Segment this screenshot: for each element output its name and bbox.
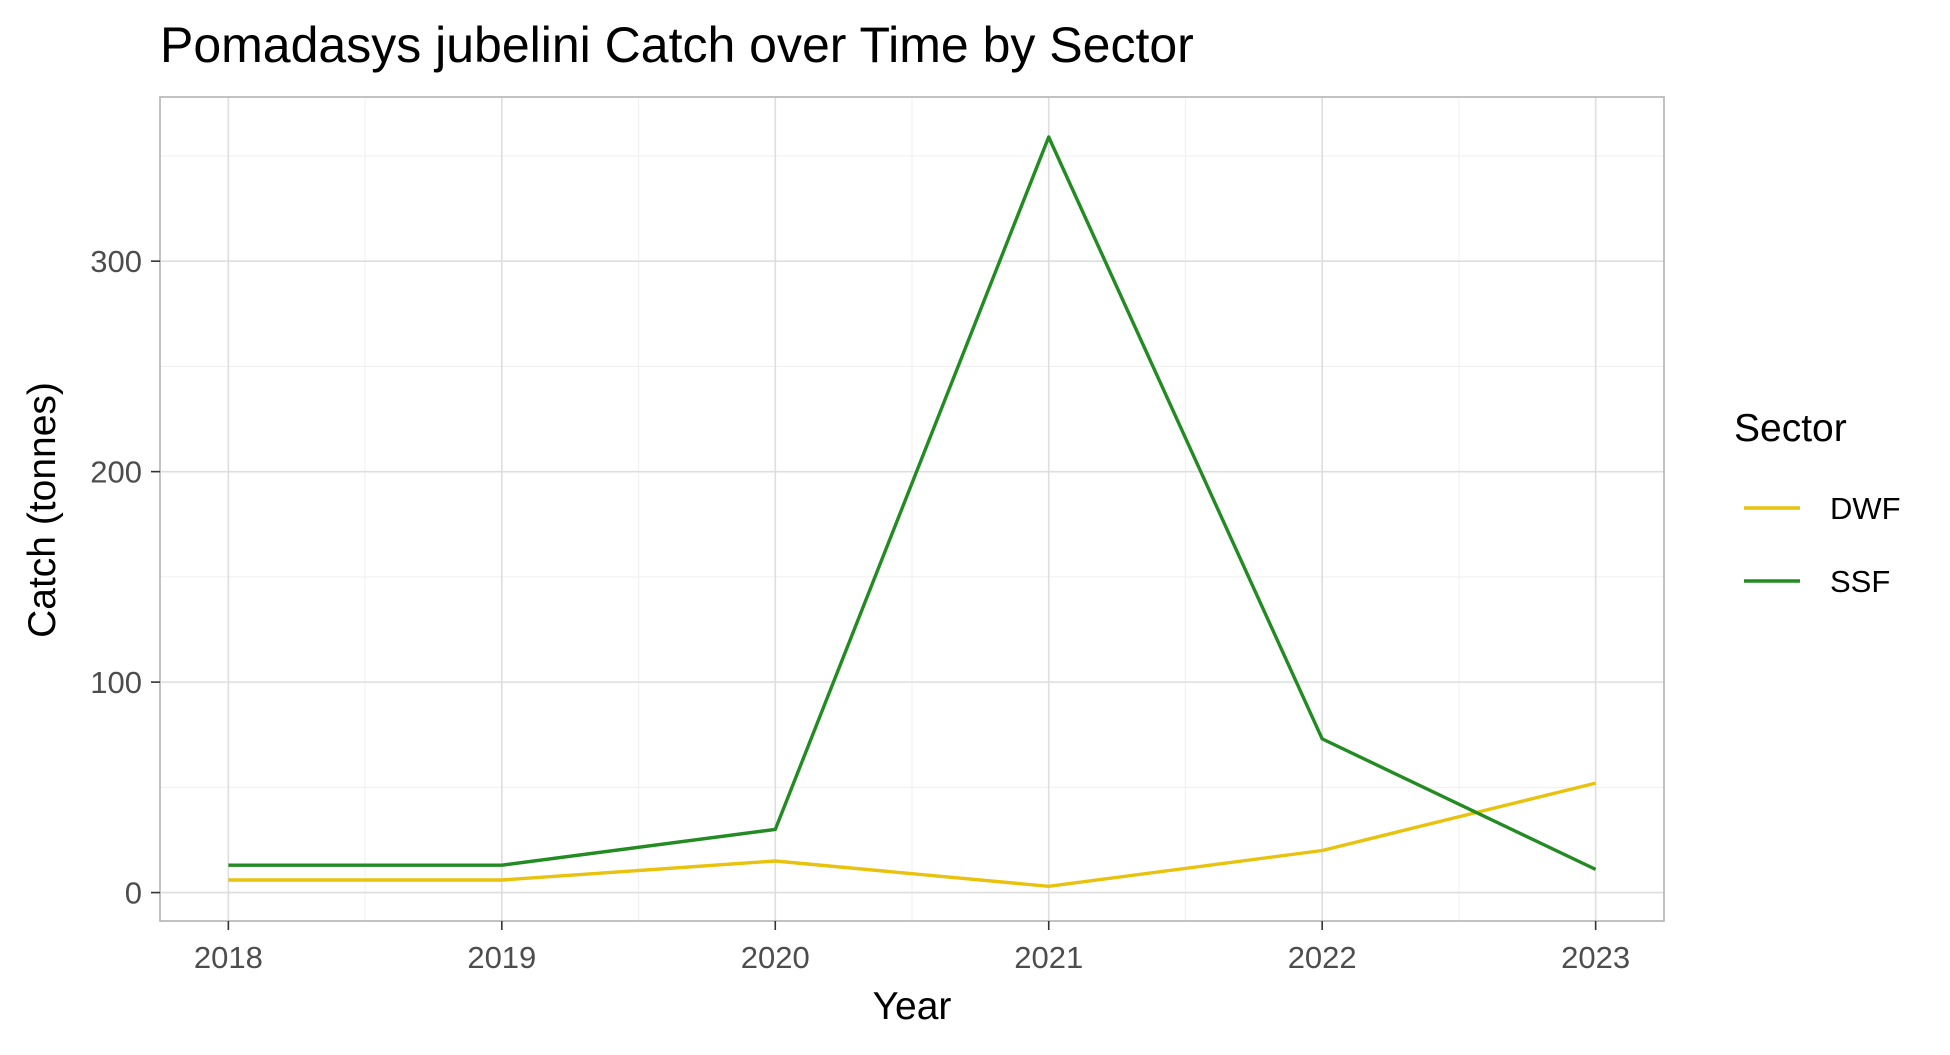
- axis-tick-labels: 2018 2019 2020 2021 2022 2023 0 100 200 300: [90, 244, 1630, 975]
- y-tick-label: 300: [90, 244, 142, 279]
- legend-label-dwf: DWF: [1830, 491, 1901, 526]
- series-line-dwf: [228, 781, 1597, 888]
- series-lines: [228, 135, 1597, 888]
- plot-panel-border: [159, 96, 1665, 922]
- legend: Sector DWF SSF: [1734, 407, 1901, 599]
- x-tick-label: 2019: [467, 940, 536, 975]
- x-tick-label: 2018: [194, 940, 263, 975]
- x-tick-label: 2020: [741, 940, 810, 975]
- grid-lines: [160, 97, 1664, 921]
- legend-label-ssf: SSF: [1830, 564, 1890, 599]
- chart-title: Pomadasys jubelini Catch over Time by Se…: [160, 17, 1194, 73]
- y-tick-label: 0: [125, 876, 142, 911]
- x-axis-title: Year: [873, 985, 952, 1028]
- x-tick-label: 2022: [1288, 940, 1357, 975]
- series-line-ssf: [228, 135, 1597, 871]
- legend-title: Sector: [1734, 407, 1847, 450]
- axis-ticks: [151, 260, 1597, 930]
- y-tick-label: 200: [90, 455, 142, 490]
- x-tick-label: 2023: [1561, 940, 1630, 975]
- y-tick-label: 100: [90, 665, 142, 700]
- y-axis-title: Catch (tonnes): [21, 382, 64, 638]
- x-tick-label: 2021: [1014, 940, 1083, 975]
